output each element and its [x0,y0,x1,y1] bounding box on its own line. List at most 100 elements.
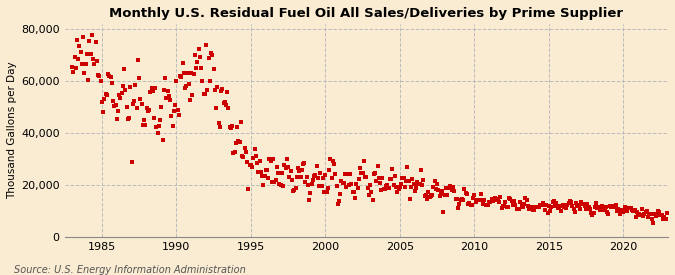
Point [647,217,657,221]
Point [190,53,200,57]
Point [258,183,269,187]
Point [537,201,548,205]
Point [169,103,180,108]
Point [329,162,340,166]
Point [439,192,450,197]
Point [92,59,103,63]
Point [516,203,527,208]
Point [423,190,434,194]
Point [605,205,616,209]
Point [650,213,661,218]
Point [177,60,188,65]
Point [517,204,528,209]
Point [527,207,538,212]
Point [531,205,542,209]
Point [416,168,427,172]
Point [242,159,252,164]
Point [290,186,301,191]
Point [419,194,430,199]
Point [321,190,332,194]
Point [376,188,387,192]
Point [331,184,342,188]
Point [169,109,180,113]
Point [180,86,190,90]
Point [117,84,128,88]
Point [388,183,399,188]
Point [284,175,295,180]
Point [289,188,300,192]
Point [222,90,233,95]
Point [144,108,155,112]
Point [362,186,373,191]
Point [244,163,255,167]
Point [635,212,646,217]
Point [236,120,246,124]
Point [252,161,263,166]
Point [256,174,267,178]
Point [246,165,257,169]
Point [255,170,266,175]
Point [657,213,668,217]
Point [248,156,259,161]
Point [422,197,433,202]
Point [89,62,100,67]
Point [147,89,158,93]
Point [546,205,557,209]
Point [493,197,504,202]
Point [391,185,402,189]
Point [265,159,276,163]
Point [208,67,219,71]
Point [167,124,178,128]
Point [249,146,260,151]
Point [633,213,644,218]
Point [101,93,112,97]
Point [623,205,634,210]
Point [122,105,132,109]
Point [74,44,85,49]
Point [564,201,574,205]
Point [637,207,647,211]
Point [585,207,595,211]
Point [132,57,143,62]
Point [425,195,435,200]
Point [253,170,264,174]
Point [196,66,207,70]
Point [624,205,635,210]
Point [595,206,606,211]
Point [554,205,564,209]
Point [273,170,284,175]
Point [288,189,298,193]
Point [161,95,172,100]
Point [408,182,419,186]
Point [449,189,460,193]
Point [175,74,186,79]
Point [397,176,408,181]
Point [487,199,498,204]
Point [67,65,78,69]
Point [659,215,670,219]
Point [483,203,493,207]
Point [345,172,356,176]
Point [574,207,585,211]
Point [340,172,350,177]
Point [162,88,173,93]
Point [90,40,101,45]
Point [82,52,92,56]
Point [622,208,632,213]
Point [593,204,604,209]
Point [326,176,337,180]
Point [578,202,589,207]
Point [181,84,192,89]
Point [197,78,208,83]
Point [564,199,575,203]
Point [86,32,97,37]
Point [315,171,326,176]
Point [146,86,157,90]
Point [576,200,587,204]
Point [192,60,203,64]
Point [375,181,385,186]
Point [366,189,377,194]
Point [157,138,168,142]
Point [191,66,202,70]
Point [250,154,261,159]
